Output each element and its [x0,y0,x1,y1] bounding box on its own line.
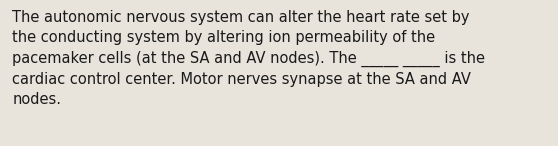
Text: The autonomic nervous system can alter the heart rate set by
the conducting syst: The autonomic nervous system can alter t… [12,10,485,107]
